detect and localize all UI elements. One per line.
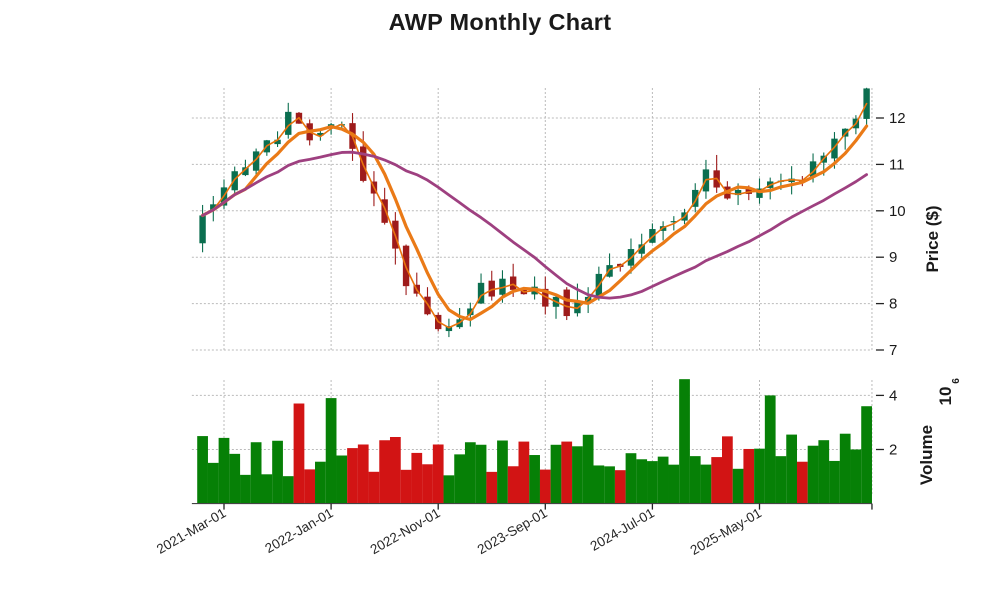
svg-text:2025-May-01: 2025-May-01: [688, 505, 764, 558]
svg-text:7: 7: [889, 342, 897, 359]
svg-text:4: 4: [889, 387, 897, 404]
svg-text:6: 6: [951, 378, 962, 384]
svg-text:2022-Nov-01: 2022-Nov-01: [368, 505, 443, 557]
svg-text:9: 9: [889, 249, 897, 266]
svg-text:2023-Sep-01: 2023-Sep-01: [475, 505, 550, 557]
svg-text:8: 8: [889, 296, 897, 313]
svg-text:2022-Jan-01: 2022-Jan-01: [262, 505, 335, 556]
svg-text:Volume: Volume: [917, 425, 936, 485]
svg-text:11: 11: [889, 156, 905, 173]
svg-text:2021-Mar-01: 2021-Mar-01: [154, 505, 228, 557]
svg-text:10: 10: [936, 387, 955, 406]
svg-text:2: 2: [889, 442, 897, 459]
svg-text:12: 12: [889, 110, 906, 127]
svg-text:2024-Jul-01: 2024-Jul-01: [588, 505, 657, 554]
svg-text:Price ($): Price ($): [923, 205, 942, 272]
svg-text:10: 10: [889, 203, 906, 220]
